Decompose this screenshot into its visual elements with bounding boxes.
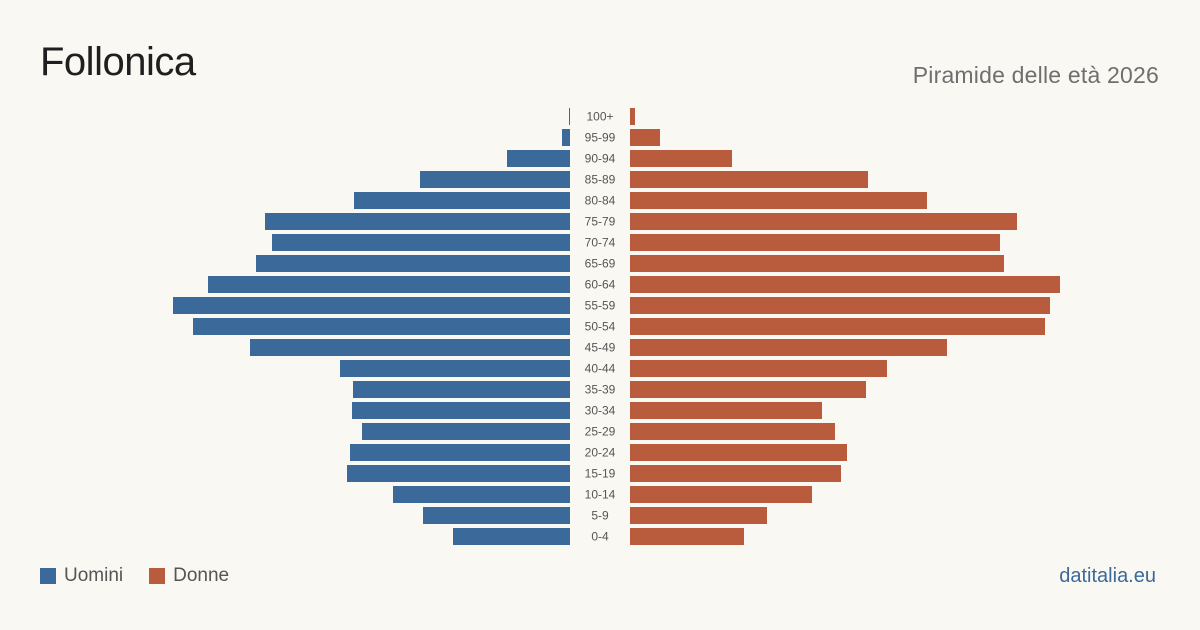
- age-label-10-14: 10-14: [585, 488, 616, 502]
- bar-women-45-49: [630, 339, 947, 356]
- age-label-55-59: 55-59: [585, 299, 616, 313]
- bar-women-15-19: [630, 465, 841, 482]
- age-label-50-54: 50-54: [585, 320, 616, 334]
- age-label-20-24: 20-24: [585, 446, 616, 460]
- bar-women-0-4: [630, 528, 744, 545]
- bar-men-55-59: [173, 297, 570, 314]
- bar-men-40-44: [340, 360, 570, 377]
- age-label-85-89: 85-89: [585, 173, 616, 187]
- bar-women-25-29: [630, 423, 835, 440]
- bar-women-30-34: [630, 402, 822, 419]
- bar-men-95-99: [562, 129, 570, 146]
- bar-men-90-94: [507, 150, 570, 167]
- bar-women-10-14: [630, 486, 812, 503]
- age-label-80-84: 80-84: [585, 194, 616, 208]
- bar-men-70-74: [272, 234, 570, 251]
- age-label-40-44: 40-44: [585, 362, 616, 376]
- bar-men-15-19: [347, 465, 570, 482]
- chart-title: Follonica: [40, 40, 196, 84]
- age-label-70-74: 70-74: [585, 236, 616, 250]
- bar-men-0-4: [453, 528, 570, 545]
- bar-men-50-54: [193, 318, 570, 335]
- bar-men-30-34: [352, 402, 570, 419]
- bar-women-95-99: [630, 129, 660, 146]
- bar-women-100+: [630, 108, 635, 125]
- bar-women-75-79: [630, 213, 1017, 230]
- age-label-0-4: 0-4: [591, 530, 609, 544]
- age-label-35-39: 35-39: [585, 383, 616, 397]
- age-label-95-99: 95-99: [585, 131, 616, 145]
- bar-women-50-54: [630, 318, 1045, 335]
- age-label-100+: 100+: [586, 110, 613, 124]
- legend-label-men: Uomini: [64, 565, 124, 586]
- bar-women-90-94: [630, 150, 732, 167]
- bar-women-80-84: [630, 192, 927, 209]
- legend-item-men: Uomini: [40, 566, 123, 586]
- legend-item-women: Donne: [149, 566, 229, 586]
- bar-men-60-64: [208, 276, 570, 293]
- bar-women-35-39: [630, 381, 866, 398]
- bar-men-25-29: [362, 423, 570, 440]
- chart-legend: Uomini Donne: [40, 566, 255, 586]
- bar-men-80-84: [354, 192, 570, 209]
- age-label-15-19: 15-19: [585, 467, 616, 481]
- chart-subtitle: Piramide delle età 2026: [912, 62, 1159, 88]
- bar-women-40-44: [630, 360, 887, 377]
- age-label-65-69: 65-69: [585, 257, 616, 271]
- bar-women-20-24: [630, 444, 847, 461]
- bar-women-60-64: [630, 276, 1060, 293]
- bar-men-45-49: [250, 339, 570, 356]
- legend-swatch-men: [40, 568, 56, 584]
- bar-men-75-79: [265, 213, 570, 230]
- legend-label-women: Donne: [173, 565, 230, 586]
- brand-link[interactable]: datitalia.eu: [1059, 565, 1156, 587]
- bar-men-20-24: [350, 444, 570, 461]
- bar-men-85-89: [420, 171, 570, 188]
- age-label-30-34: 30-34: [585, 404, 616, 418]
- bar-women-5-9: [630, 507, 767, 524]
- age-label-45-49: 45-49: [585, 341, 616, 355]
- bar-women-85-89: [630, 171, 868, 188]
- age-label-75-79: 75-79: [585, 215, 616, 229]
- bar-men-100+: [569, 108, 570, 125]
- bar-men-65-69: [256, 255, 570, 272]
- bar-men-5-9: [423, 507, 570, 524]
- bar-men-10-14: [393, 486, 570, 503]
- bar-women-55-59: [630, 297, 1050, 314]
- age-label-25-29: 25-29: [585, 425, 616, 439]
- age-label-60-64: 60-64: [585, 278, 616, 292]
- bar-men-35-39: [353, 381, 570, 398]
- legend-swatch-women: [149, 568, 166, 584]
- age-label-5-9: 5-9: [591, 509, 609, 523]
- age-label-90-94: 90-94: [585, 152, 616, 166]
- bar-women-70-74: [630, 234, 1000, 251]
- bar-women-65-69: [630, 255, 1004, 272]
